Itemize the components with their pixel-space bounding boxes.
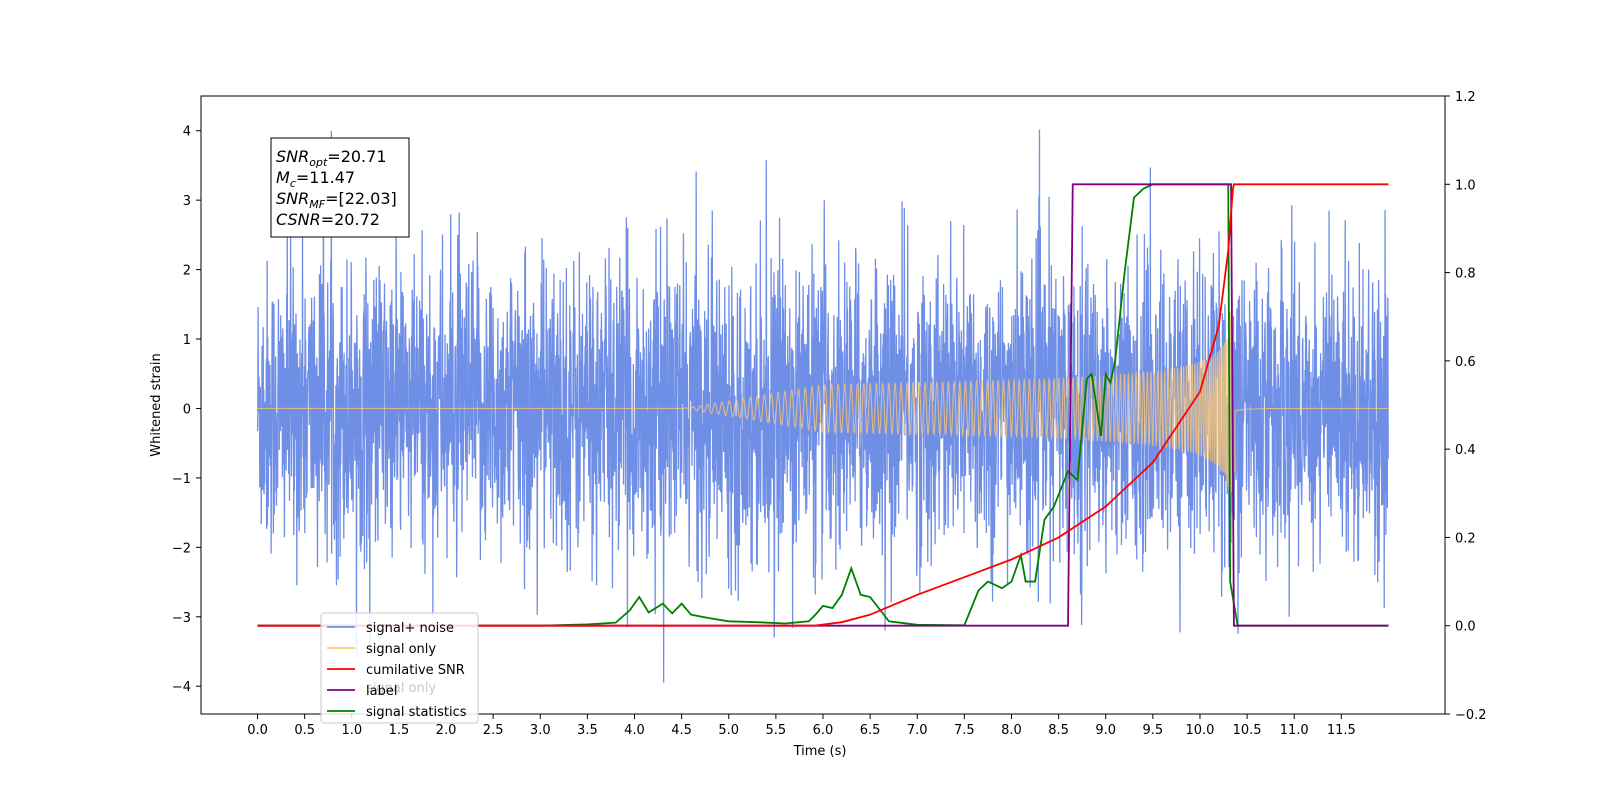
legend-label: signal statistics	[366, 705, 467, 720]
x-tick-label: 7.0	[907, 723, 928, 738]
x-tick-label: 3.0	[530, 723, 551, 738]
legend: signal only signal+ noise signal only cumi…	[320, 612, 479, 724]
y2-tick-label: 0.0	[1455, 620, 1476, 635]
y-tick-label: 3	[183, 194, 191, 209]
x-tick-label: 8.0	[1001, 723, 1022, 738]
y2-tick-label: 1.2	[1455, 90, 1476, 105]
x-tick-label: 6.0	[813, 723, 834, 738]
x-tick-label: 5.5	[766, 723, 787, 738]
x-tick-label: 10.0	[1185, 723, 1214, 738]
annotation-line: SNRopt=20.71	[276, 147, 387, 169]
annotation-line: Mc=11.47	[276, 168, 355, 190]
y2-tick-label: −0.2	[1455, 708, 1487, 723]
x-tick-label: 3.5	[577, 723, 598, 738]
series-cumilative-snr	[257, 183, 1389, 627]
signal-layer	[257, 288, 1389, 516]
x-tick-label: 6.5	[860, 723, 881, 738]
y2-tick-label: 1.0	[1455, 178, 1476, 193]
legend-label: label	[366, 684, 397, 699]
x-tick-label: 1.0	[341, 723, 362, 738]
x-tick-label: 10.5	[1233, 723, 1262, 738]
y-tick-label: −3	[172, 611, 191, 626]
y-axis-right: 1.2 1.0 0.8 0.6 0.4 0.2 0.0 −0.2	[1445, 90, 1487, 723]
series-label	[257, 183, 1389, 627]
annotation-box: SNRopt=20.71Mc=11.47SNRMF=[22.03]CSNR=20…	[270, 137, 410, 238]
y-axis-label: Whitened strain	[149, 353, 164, 456]
x-tick-label: 9.5	[1143, 723, 1164, 738]
x-tick-label: 2.0	[436, 723, 457, 738]
y-tick-label: −1	[172, 472, 191, 487]
x-tick-label: 0.5	[294, 723, 315, 738]
legend-label: signal only	[366, 642, 436, 657]
legend-label: cumilative SNR	[366, 663, 465, 678]
legend-ghost-text: signal only	[366, 681, 436, 696]
y2-tick-label: 0.4	[1455, 443, 1476, 458]
x-tick-label: 7.5	[954, 723, 975, 738]
x-tick-label: 11.0	[1280, 723, 1309, 738]
x-axis: 0.0 0.5 1.0 1.5 2.0 2.5 3.0 3.5 4.0 4.5 5.0 5.5 6.0 6…	[247, 714, 1356, 738]
y2-tick-label: 0.2	[1455, 531, 1476, 546]
annotation-line: CSNR=20.72	[276, 210, 380, 229]
y-axis-left: 4 3 2 1 0 −1 −2 −3 −4	[172, 125, 201, 695]
series-signal-only	[257, 288, 1389, 516]
x-tick-label: 8.5	[1048, 723, 1069, 738]
y-tick-label: 1	[183, 333, 191, 348]
noise-layer	[256, 129, 1389, 683]
x-axis-label: Time (s)	[793, 744, 847, 759]
y-tick-label: 4	[183, 125, 191, 140]
x-tick-label: 2.5	[483, 723, 504, 738]
y-tick-label: 2	[183, 264, 191, 279]
x-tick-label: 5.0	[718, 723, 739, 738]
x-tick-label: 4.0	[624, 723, 645, 738]
legend-label: signal+ noise	[366, 621, 454, 636]
series-signal-statistics	[257, 183, 1389, 627]
x-tick-label: 4.5	[671, 723, 692, 738]
y-tick-label: 0	[183, 402, 191, 417]
x-tick-label: 1.5	[389, 723, 410, 738]
x-tick-label: 11.5	[1327, 723, 1356, 738]
x-tick-label: 9.0	[1095, 723, 1116, 738]
x-tick-label: 0.0	[247, 723, 268, 738]
y-tick-label: −2	[172, 541, 191, 556]
right-axis-lines-layer	[257, 183, 1389, 627]
y-tick-label: −4	[172, 680, 191, 695]
y2-tick-label: 0.6	[1455, 355, 1476, 370]
series-signal-noise	[256, 129, 1389, 683]
annotation-line: SNRMF=[22.03]	[276, 189, 397, 211]
y2-tick-label: 0.8	[1455, 267, 1476, 282]
